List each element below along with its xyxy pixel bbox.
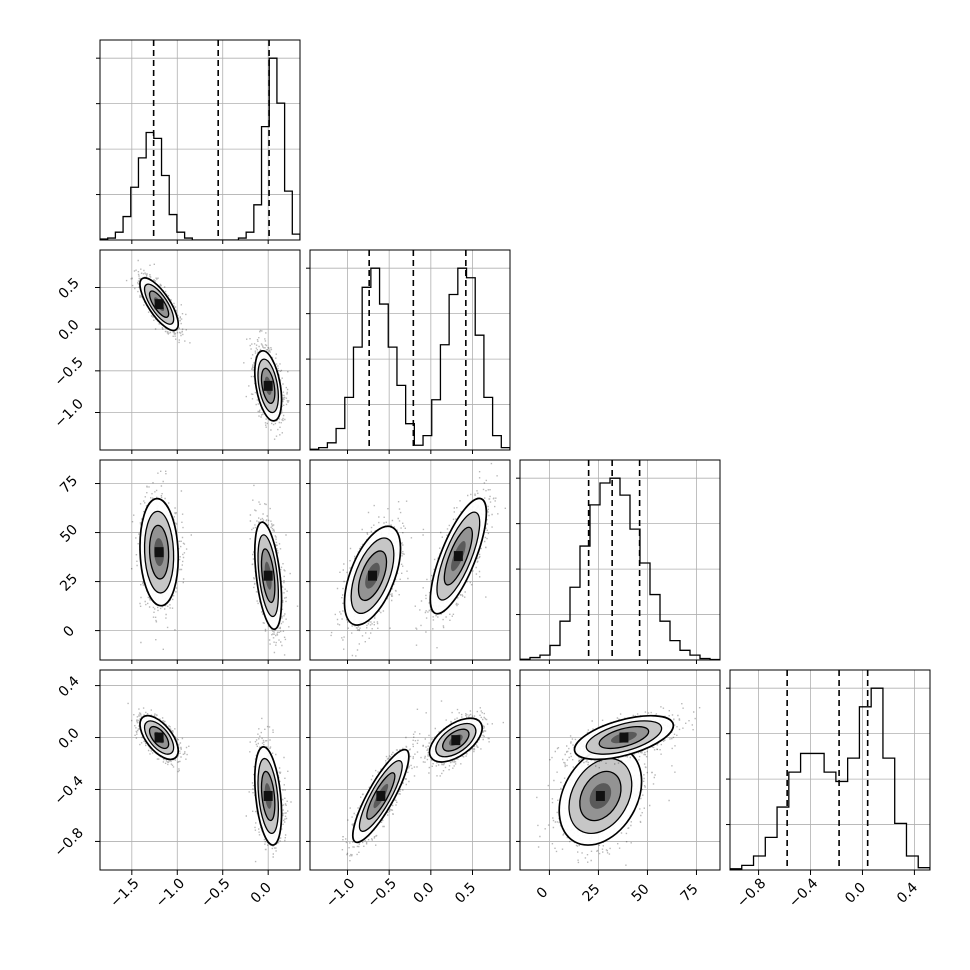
x-tick-label: −0.8 — [734, 875, 769, 910]
panel-frame — [519, 459, 721, 661]
panel-frame — [519, 669, 721, 871]
x-tick-label: 75 — [678, 881, 702, 905]
y-tick-label: 0.0 — [56, 725, 83, 752]
x-tick-label: 0 — [534, 884, 552, 902]
density-peak — [263, 380, 273, 391]
x-tick-label: 0.0 — [410, 880, 437, 907]
density-peak — [453, 551, 463, 562]
panel-frame — [99, 249, 301, 451]
panel-frame — [99, 459, 301, 661]
density-peak — [451, 735, 461, 746]
histogram-0 — [100, 57, 300, 240]
histogram-2 — [520, 477, 720, 660]
density-peak — [619, 732, 629, 743]
panel-3-1: −1.0 −0.5 0.0 0.5 — [306, 669, 511, 911]
density-2-1 — [330, 462, 506, 657]
y-tick-label: 0 — [60, 623, 78, 641]
panel-2-2 — [516, 459, 721, 664]
panel-frame — [309, 669, 511, 871]
density-peak — [154, 547, 164, 558]
y-tick-label: 0.0 — [56, 317, 83, 344]
x-tick-label: 0.0 — [248, 880, 275, 907]
x-tick-label: −0.5 — [365, 875, 400, 910]
density-2-0 — [131, 470, 299, 656]
y-tick-label: 25 — [57, 571, 81, 595]
x-tick-label: 0.0 — [842, 880, 869, 907]
panel-3-2: 0 25 50 75 — [516, 669, 721, 905]
density-peak — [263, 570, 273, 581]
panel-frame — [99, 39, 301, 241]
density-peak — [368, 570, 377, 581]
panel-frame — [99, 669, 301, 871]
density-3-2 — [536, 703, 701, 866]
x-tick-label: −1.0 — [153, 875, 188, 910]
x-tick-label: −0.4 — [786, 875, 821, 910]
y-tick-label: 50 — [57, 522, 81, 546]
panel-2-1 — [306, 459, 511, 664]
panel-3-3: −0.8 −0.4 0.0 0.4 — [726, 669, 931, 911]
density-3-0 — [127, 702, 292, 863]
density-peak — [154, 732, 164, 743]
y-tick-label: −0.4 — [51, 773, 86, 808]
x-tick-label: −1.5 — [107, 875, 142, 910]
panel-frame — [309, 249, 511, 451]
panel-3-0: −1.5 −1.0 −0.5 0.0 −0.8 −0.4 0.0 0.4 — [51, 669, 301, 911]
y-tick-label: 75 — [57, 473, 81, 497]
panel-frame — [309, 459, 511, 661]
density-peak — [263, 790, 273, 801]
x-tick-label: −0.5 — [198, 875, 233, 910]
y-tick-label: −1.0 — [51, 396, 86, 431]
x-tick-label: 0.5 — [452, 880, 479, 907]
x-tick-label: 25 — [580, 881, 604, 905]
y-tick-label: 0.5 — [56, 275, 83, 302]
y-tick-label: −0.8 — [51, 825, 86, 860]
x-tick-label: 50 — [629, 881, 653, 905]
density-1-0 — [125, 259, 290, 440]
y-tick-label: −0.5 — [51, 354, 86, 389]
density-peak — [376, 790, 386, 801]
density-peak — [595, 790, 605, 801]
panel-0-0 — [96, 39, 301, 244]
x-tick-label: −1.0 — [323, 875, 358, 910]
y-tick-label: 0.4 — [56, 673, 83, 700]
panel-1-0: −1.0 −0.5 0.0 0.5 — [51, 249, 301, 454]
density-peak — [154, 299, 164, 310]
histogram-3 — [730, 687, 930, 870]
x-tick-label: 0.4 — [894, 880, 921, 907]
density-3-1 — [341, 700, 504, 862]
panel-2-0: 0 25 50 75 — [57, 459, 301, 664]
panel-frame — [729, 669, 931, 871]
histogram-1 — [310, 267, 510, 450]
panel-1-1 — [306, 249, 511, 454]
